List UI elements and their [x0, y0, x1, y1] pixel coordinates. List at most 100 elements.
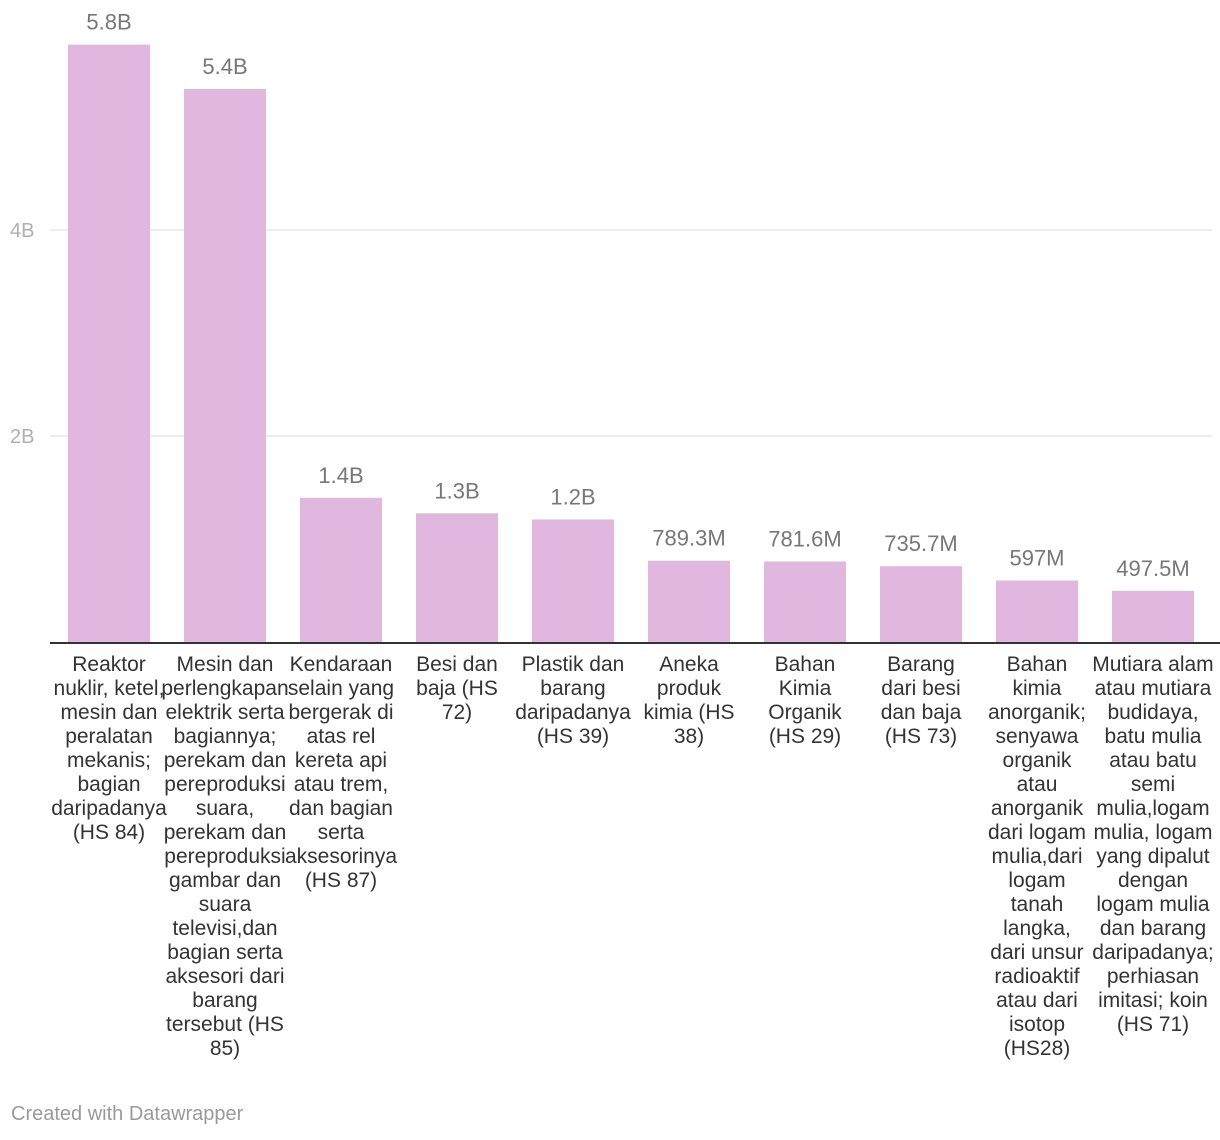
category-label-6: Aneka produk kimia (HS 38) [643, 653, 734, 748]
bar-1 [68, 44, 150, 643]
y-tick-label-2B: 2B [10, 426, 34, 448]
category-label-line: batu mulia [1105, 725, 1202, 748]
category-label-line: mulia, logam [1093, 821, 1212, 844]
category-label-line: 72) [442, 701, 472, 724]
category-label-line: perhiasan [1107, 965, 1199, 988]
category-label-line: bergerak di [288, 701, 393, 724]
category-label-line: mulia,dari [991, 845, 1082, 868]
category-label-line: Mesin dan [177, 653, 274, 676]
category-label-line: Besi dan [416, 653, 498, 676]
category-label-10: Mutiara alam atau mutiara budidaya, batu mu… [1092, 653, 1213, 1036]
category-label-line: 38) [674, 725, 704, 748]
value-label-3: 1.4B [318, 463, 363, 488]
category-label-line: senyawa [996, 725, 1079, 748]
category-label-line: (HS 29) [769, 725, 841, 748]
bar-3 [300, 497, 382, 642]
credit-text[interactable]: Created with Datawrapper [11, 1103, 244, 1125]
category-label-line: mekanis; [67, 749, 151, 772]
category-label-line: organik [1003, 749, 1072, 772]
category-label-line: nuklir, ketel, [54, 677, 165, 700]
category-label-line: (HS 73) [885, 725, 957, 748]
category-label-line: dan bagian [289, 797, 393, 820]
category-label-line: radioaktif [994, 965, 1079, 988]
category-label-line: atau batu [1109, 749, 1197, 772]
category-label-line: Aneka [659, 653, 719, 676]
category-label-line: Kimia [779, 677, 832, 700]
category-label-line: anorganik [991, 797, 1084, 820]
category-label-7: Bahan Kimia Organik (HS 29) [768, 653, 842, 748]
category-label-line: 85) [210, 1037, 240, 1060]
category-label-3: Kendaraan selain yang bergerak di atas rel k… [285, 653, 397, 892]
category-label-line: logam [1008, 869, 1065, 892]
category-label-line: imitasi; koin [1098, 989, 1208, 1012]
category-label-line: langka, [1003, 917, 1071, 940]
category-label-line: (HS 39) [537, 725, 609, 748]
category-label-line: suara, [196, 797, 254, 820]
value-label-9: 597M [1009, 546, 1064, 571]
category-label-line: Organik [768, 701, 842, 724]
category-label-line: mesin dan [61, 701, 158, 724]
bar-9 [996, 580, 1078, 642]
category-label-line: peralatan [65, 725, 153, 748]
category-label-line: anorganik; [988, 701, 1086, 724]
bar-7 [764, 561, 846, 642]
category-label-line: perekam dan [164, 749, 287, 772]
category-label-line: kereta api [295, 749, 387, 772]
category-label-line: Bahan [1007, 653, 1068, 676]
category-label-1: Reaktor nuklir, ketel, mesin dan peralatan m… [51, 653, 167, 844]
category-label-line: produk [657, 677, 722, 700]
category-label-line: pereproduksi [164, 845, 285, 868]
category-label-line: atas rel [307, 725, 376, 748]
bar-10 [1112, 590, 1194, 642]
category-label-line: bagiannya; [174, 725, 277, 748]
category-label-line: daripadanya [515, 701, 631, 724]
value-label-10: 497.5M [1116, 556, 1189, 581]
category-label-line: suara [199, 893, 252, 916]
value-label-2: 5.4B [202, 54, 247, 79]
category-label-line: dari logam [988, 821, 1086, 844]
category-label-line: aksesorinya [285, 845, 397, 868]
category-label-line: dengan [1118, 869, 1188, 892]
category-label-line: serta [318, 821, 365, 844]
category-label-line: selain yang [288, 677, 394, 700]
category-label-line: dan baja [881, 701, 962, 724]
category-label-line: kimia [1012, 677, 1061, 700]
category-label-line: perlengkapan [161, 677, 288, 700]
value-label-1: 5.8B [86, 10, 131, 35]
category-label-line: Bahan [775, 653, 836, 676]
category-label-line: dan barang [1100, 917, 1206, 940]
value-label-8: 735.7M [884, 531, 957, 556]
category-label-line: aksesori dari [165, 965, 284, 988]
category-label-line: Kendaraan [290, 653, 393, 676]
value-label-6: 789.3M [652, 526, 725, 551]
category-label-line: Plastik dan [522, 653, 625, 676]
category-label-line: daripadanya; [1092, 941, 1213, 964]
category-label-line: barang [540, 677, 605, 700]
category-label-line: atau trem, [294, 773, 389, 796]
category-label-line: barang [192, 989, 257, 1012]
category-label-line: (HS 84) [73, 821, 145, 844]
category-label-line: televisi,dan [172, 917, 277, 940]
category-label-4: Besi dan baja (HS 72) [416, 653, 498, 724]
category-label-line: bagian serta [167, 941, 283, 964]
category-label-line: atau mutiara [1095, 677, 1212, 700]
category-label-9: Bahan kimia anorganik; senyawa organik atau an… [988, 653, 1086, 1060]
category-label-line: atau [1017, 773, 1058, 796]
category-label-line: tersebut (HS [166, 1013, 284, 1036]
category-label-line: gambar dan [169, 869, 281, 892]
category-label-line: perekam dan [164, 821, 287, 844]
category-label-line: pereproduksi [164, 773, 285, 796]
category-label-line: (HS 87) [305, 869, 377, 892]
category-label-line: kimia (HS [643, 701, 734, 724]
bar-6 [648, 560, 730, 642]
category-label-line: logam mulia [1096, 893, 1210, 916]
bar-8 [880, 566, 962, 642]
bar-4 [416, 513, 498, 642]
category-label-line: yang dipalut [1096, 845, 1209, 868]
bar-5 [532, 519, 614, 642]
category-label-line: Barang [887, 653, 955, 676]
category-label-line: dari besi [881, 677, 960, 700]
category-label-line: (HS28) [1004, 1037, 1071, 1060]
value-label-5: 1.2B [550, 484, 595, 509]
